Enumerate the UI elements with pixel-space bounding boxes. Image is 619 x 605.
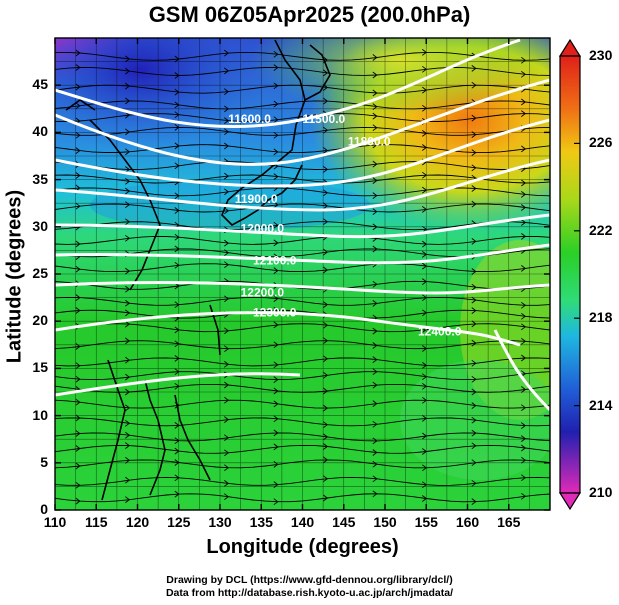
contour-label: 12200.0 bbox=[241, 286, 285, 300]
colorbar-tick-label: 218 bbox=[589, 309, 613, 326]
x-tick-label: 115 bbox=[84, 514, 108, 530]
contour-label: 11600.0 bbox=[228, 112, 271, 126]
colorbar-tick-label: 226 bbox=[589, 134, 613, 151]
x-tick-label: 145 bbox=[332, 514, 356, 530]
contour-label: 12100.0 bbox=[253, 254, 297, 268]
x-tick-label: 150 bbox=[373, 514, 397, 530]
y-tick-label: 35 bbox=[32, 170, 48, 187]
credits: Drawing by DCL (https://www.gfd-dennou.o… bbox=[0, 574, 619, 600]
y-tick-label: 10 bbox=[32, 406, 48, 423]
x-tick-label: 125 bbox=[167, 514, 191, 530]
colorbar-tick-label: 214 bbox=[589, 396, 613, 413]
contour-label: 12300.0 bbox=[253, 305, 297, 319]
y-tick-label: 30 bbox=[32, 217, 48, 234]
colorbar-tick-label: 222 bbox=[589, 221, 613, 238]
contour-label: 12000.0 bbox=[241, 221, 285, 235]
x-tick-label: 110 bbox=[43, 514, 67, 530]
y-tick-label: 20 bbox=[32, 312, 48, 329]
colorbar-bottom-arrow bbox=[558, 492, 582, 511]
colorbar-tick-label: 210 bbox=[589, 484, 613, 500]
y-tick-label: 40 bbox=[32, 123, 48, 140]
x-tick-label: 160 bbox=[455, 514, 480, 530]
colorbar bbox=[558, 38, 582, 511]
x-tick-label: 155 bbox=[414, 514, 438, 530]
colorbar-top-arrow bbox=[558, 38, 582, 57]
x-tick-label: 140 bbox=[290, 514, 315, 530]
y-tick-label: 45 bbox=[32, 76, 48, 93]
axis-ticks bbox=[54, 38, 550, 511]
wind-streamlines bbox=[55, 49, 550, 506]
y-tick-label: 25 bbox=[32, 265, 48, 281]
coastlines bbox=[65, 39, 331, 501]
credit-data: Data from http://database.rish.kyoto-u.a… bbox=[165, 587, 454, 599]
x-tick-label: 135 bbox=[249, 514, 273, 530]
x-axis-label: Longitude (degrees) bbox=[206, 536, 399, 558]
x-tick-label: 120 bbox=[125, 514, 150, 530]
contour-label: 11500.0 bbox=[303, 112, 346, 126]
contour-labels: 11500.0 11600.0 11800.0 11900.0 12000.0 12100… bbox=[228, 112, 461, 338]
y-tick-label: 15 bbox=[32, 359, 48, 376]
y-tick-label: 0 bbox=[40, 501, 48, 517]
height-contours bbox=[55, 38, 550, 412]
x-tick-label: 165 bbox=[497, 514, 521, 530]
y-tick-label: 5 bbox=[40, 453, 48, 470]
credit-drawing: Drawing by DCL (https://www.gfd-dennou.o… bbox=[166, 574, 453, 586]
colorbar-tick-label: 230 bbox=[589, 47, 613, 63]
contour-label: 12400.0 bbox=[418, 324, 462, 338]
x-tick-label: 130 bbox=[208, 514, 232, 530]
contour-label: 11900.0 bbox=[235, 192, 278, 206]
colorbar-scale bbox=[559, 55, 581, 494]
contour-label: 11800.0 bbox=[348, 135, 391, 149]
chart-title: GSM 06Z05Apr2025 (200.0hPa) bbox=[148, 2, 471, 27]
